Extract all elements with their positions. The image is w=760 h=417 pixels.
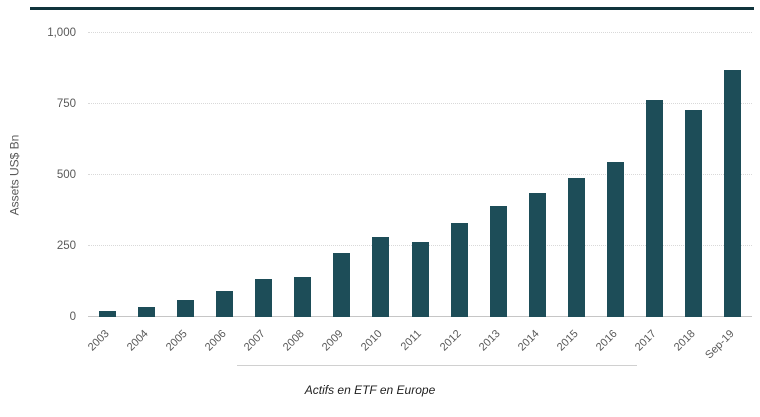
x-tick-slot: 2018 bbox=[671, 320, 713, 368]
bar-slot bbox=[674, 33, 713, 317]
x-tick-slot: 2008 bbox=[281, 320, 322, 368]
x-tick-label: 2004 bbox=[125, 327, 151, 354]
bar-2009 bbox=[333, 253, 351, 317]
bar-slot bbox=[635, 33, 674, 317]
bar-slot bbox=[166, 33, 205, 317]
y-tick-label: 1,000 bbox=[47, 27, 76, 39]
x-tick-label: 2007 bbox=[242, 327, 269, 354]
y-tick-label: 250 bbox=[56, 240, 76, 252]
x-tick-label: 2006 bbox=[203, 327, 229, 354]
plot-area bbox=[88, 32, 752, 317]
bar-2005 bbox=[177, 299, 195, 317]
y-tick-label: 0 bbox=[69, 311, 76, 323]
bar-slot bbox=[361, 33, 400, 317]
x-axis-underline bbox=[237, 365, 637, 366]
x-tick-slot: Sep-19 bbox=[703, 320, 752, 368]
bar-2012 bbox=[450, 223, 468, 317]
x-tick-label: 2012 bbox=[437, 327, 464, 354]
y-axis-title-text: Assets US$ Bn bbox=[7, 134, 22, 216]
bar-2014 bbox=[528, 193, 546, 317]
bar-slot bbox=[322, 33, 361, 317]
x-tick-label: 2015 bbox=[554, 327, 581, 354]
x-tick-slot: 2013 bbox=[476, 320, 518, 368]
bar-2003 bbox=[99, 311, 117, 317]
x-tick-label: 2005 bbox=[164, 327, 190, 354]
bar-2018 bbox=[684, 109, 702, 317]
bar-slot bbox=[88, 33, 127, 317]
x-tick-slot: 2011 bbox=[399, 320, 440, 368]
bar-slot bbox=[518, 33, 557, 317]
bar-2013 bbox=[489, 206, 507, 317]
bar-2006 bbox=[216, 291, 234, 317]
bar-Sep-19 bbox=[724, 69, 742, 317]
bar-slot bbox=[479, 33, 518, 317]
bar-2015 bbox=[567, 177, 585, 317]
x-tick-slot: 2005 bbox=[164, 320, 205, 368]
x-tick-slot: 2012 bbox=[437, 320, 479, 368]
bar-slot bbox=[596, 33, 635, 317]
x-tick-slot: 2015 bbox=[554, 320, 596, 368]
x-tick-slot: 2009 bbox=[320, 320, 361, 368]
bar-slot bbox=[713, 33, 752, 317]
x-tick-label: 2018 bbox=[671, 327, 698, 354]
gridline bbox=[88, 103, 752, 104]
y-axis-title: Assets US$ Bn bbox=[2, 33, 26, 317]
gridline bbox=[88, 174, 752, 175]
x-tick-slot: 2004 bbox=[125, 320, 166, 368]
bar-2017 bbox=[645, 99, 663, 317]
x-tick-slot: 2007 bbox=[242, 320, 283, 368]
bar-2016 bbox=[606, 162, 624, 317]
bar-2004 bbox=[138, 307, 156, 317]
x-tick-slot: 2010 bbox=[359, 320, 400, 368]
x-tick-label: 2014 bbox=[515, 327, 542, 354]
bar-slot bbox=[401, 33, 440, 317]
x-tick-label: 2010 bbox=[359, 327, 386, 354]
y-tick-label: 750 bbox=[56, 98, 76, 110]
bar-slot bbox=[557, 33, 596, 317]
bar-slot bbox=[244, 33, 283, 317]
bar-slot bbox=[205, 33, 244, 317]
bar-series bbox=[88, 33, 752, 317]
x-tick-label: 2016 bbox=[593, 327, 620, 354]
y-tick-label: 500 bbox=[56, 169, 76, 181]
bar-slot bbox=[283, 33, 322, 317]
gridline bbox=[88, 32, 752, 33]
bar-2008 bbox=[294, 277, 312, 317]
x-tick-label: 2013 bbox=[476, 327, 503, 354]
x-axis-tick-labels: 2003 2004 2005 2006 2007 2008 2009 2010 2011 2012… bbox=[85, 320, 752, 368]
x-tick-label: 2017 bbox=[632, 327, 659, 354]
x-tick-slot: 2016 bbox=[593, 320, 635, 368]
y-axis-tick-labels: 0 250 500 750 1,000 bbox=[28, 27, 76, 323]
x-tick-slot: 2017 bbox=[632, 320, 674, 368]
bar-2011 bbox=[411, 241, 429, 317]
x-tick-label: 2003 bbox=[85, 327, 112, 354]
x-tick-label: 2009 bbox=[320, 327, 347, 354]
chart-caption: Actifs en ETF en Europe bbox=[304, 383, 436, 397]
x-tick-slot: 2014 bbox=[515, 320, 557, 368]
top-border-line bbox=[30, 7, 754, 10]
x-tick-label: 2008 bbox=[281, 327, 308, 354]
bar-slot bbox=[127, 33, 166, 317]
x-tick-slot: 2006 bbox=[203, 320, 244, 368]
bar-2010 bbox=[372, 237, 390, 317]
x-tick-slot: 2003 bbox=[85, 320, 127, 368]
bar-slot bbox=[440, 33, 479, 317]
x-tick-label: 2011 bbox=[399, 327, 425, 353]
bar-2007 bbox=[255, 278, 273, 317]
